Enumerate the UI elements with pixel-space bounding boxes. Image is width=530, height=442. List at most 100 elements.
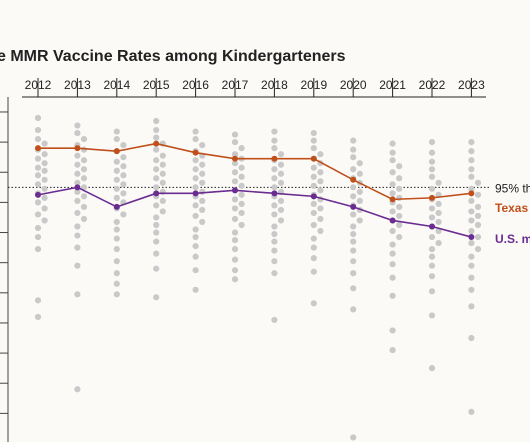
state-dot <box>389 241 396 248</box>
state-dot <box>428 185 436 192</box>
series-point <box>271 155 278 162</box>
series-point <box>350 176 357 183</box>
state-dot <box>113 235 120 242</box>
state-dot <box>34 224 42 232</box>
state-dot <box>317 178 324 185</box>
state-dot <box>153 166 160 173</box>
state-dot <box>192 202 199 209</box>
state-dot <box>350 434 357 441</box>
state-dot <box>80 203 88 211</box>
state-dot <box>120 172 127 179</box>
state-dot <box>80 157 88 164</box>
state-dot <box>317 169 324 176</box>
state-dot <box>113 226 120 233</box>
state-dot <box>153 117 160 125</box>
state-dot <box>199 218 206 226</box>
state-dot <box>474 203 482 211</box>
state-dot <box>271 238 278 245</box>
state-dot <box>271 230 278 238</box>
state-dot <box>271 166 278 173</box>
state-dot <box>113 128 120 135</box>
series-point <box>429 194 435 201</box>
state-dot <box>41 205 48 212</box>
state-dot <box>192 242 199 250</box>
state-dot <box>389 181 396 188</box>
state-dot <box>428 173 436 180</box>
state-dot <box>192 212 199 220</box>
state-dot <box>468 239 475 247</box>
series-point <box>192 190 199 197</box>
state-dot <box>231 169 239 176</box>
state-dot <box>310 221 317 229</box>
state-dot <box>34 211 42 218</box>
state-dot <box>238 209 245 217</box>
state-dot <box>231 205 239 212</box>
series-line <box>37 186 472 238</box>
state-dot <box>310 145 317 152</box>
state-dot <box>396 203 403 211</box>
state-dot <box>350 184 357 191</box>
state-dot <box>468 227 475 235</box>
state-dot <box>389 208 396 215</box>
state-dot <box>113 258 120 265</box>
state-dot <box>428 246 436 253</box>
state-dot <box>271 137 278 144</box>
state-dot <box>113 291 120 298</box>
series-point <box>310 155 317 162</box>
state-dot <box>468 148 475 155</box>
series-point <box>389 196 396 203</box>
state-dot <box>468 262 475 269</box>
series-point <box>35 191 41 198</box>
state-dot <box>231 151 239 158</box>
state-dot <box>317 227 324 235</box>
state-dot <box>356 188 363 195</box>
state-dot <box>199 197 206 204</box>
state-dot <box>80 166 88 173</box>
state-dot <box>34 246 42 253</box>
state-dot <box>74 232 81 239</box>
state-dot <box>113 280 120 287</box>
state-dot <box>120 163 127 170</box>
state-dot <box>350 137 357 144</box>
state-dot <box>192 157 199 164</box>
state-dot <box>310 129 317 137</box>
state-dot <box>199 142 206 149</box>
state-dot <box>350 230 357 238</box>
state-dot <box>74 223 81 230</box>
state-dot <box>41 151 48 158</box>
state-dot <box>389 190 396 197</box>
state-dot <box>34 135 42 143</box>
state-dot <box>120 154 127 161</box>
state-dot <box>350 146 357 153</box>
state-dot <box>153 126 160 134</box>
state-dot <box>34 155 42 162</box>
series-point <box>350 203 357 210</box>
state-dot <box>428 312 436 319</box>
state-dot <box>317 215 324 223</box>
state-dot <box>74 152 81 159</box>
state-dot <box>310 137 317 144</box>
state-dot <box>199 170 206 177</box>
state-dot <box>317 151 324 158</box>
state-dot <box>468 208 475 215</box>
state-dot <box>350 238 357 245</box>
state-dot <box>474 212 482 220</box>
state-dot <box>389 140 396 147</box>
state-dot <box>231 246 239 253</box>
series-point <box>389 217 396 224</box>
state-dot <box>474 221 482 229</box>
state-dot <box>231 276 239 283</box>
state-dot <box>74 161 81 168</box>
state-dot <box>277 206 285 214</box>
state-dot <box>238 145 245 152</box>
state-dot <box>435 218 442 226</box>
state-dot <box>310 182 317 189</box>
state-dot <box>428 253 436 260</box>
state-dot <box>159 179 166 186</box>
state-dot <box>317 205 324 212</box>
state-dot <box>468 166 475 173</box>
state-dot <box>159 208 166 215</box>
state-dot <box>468 173 475 180</box>
state-dot <box>199 188 206 195</box>
state-dot <box>310 300 317 307</box>
